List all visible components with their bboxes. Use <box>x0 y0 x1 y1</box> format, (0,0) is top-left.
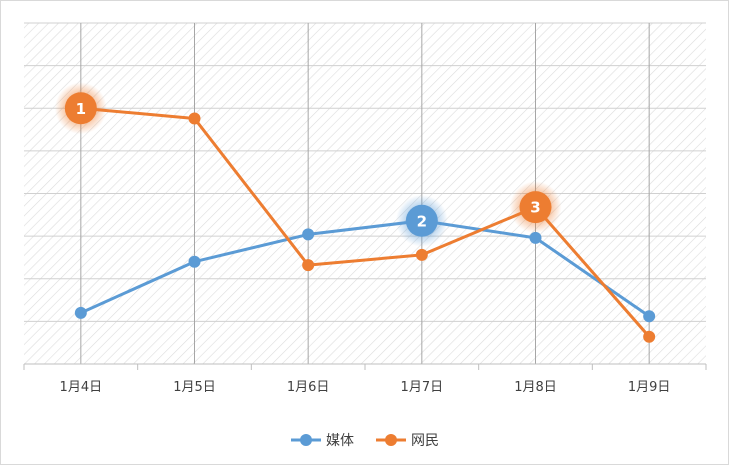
data-point[interactable] <box>302 228 315 241</box>
x-tick-label: 1月5日 <box>173 380 216 395</box>
annotation-badge[interactable] <box>519 191 552 224</box>
data-point[interactable] <box>643 330 656 343</box>
data-point[interactable] <box>188 112 201 125</box>
series-line-2 <box>80 106 651 338</box>
x-tick-label: 1月8日 <box>514 380 557 395</box>
annotation-label: 1 <box>76 100 86 118</box>
legend-label: 媒体 <box>326 433 354 449</box>
data-point[interactable] <box>188 255 201 268</box>
annotation-badge[interactable] <box>405 204 438 237</box>
annotation-label: 2 <box>417 212 427 230</box>
x-tick-label: 1月9日 <box>628 380 671 395</box>
data-point[interactable] <box>415 248 428 261</box>
annotation-badge[interactable] <box>64 92 97 125</box>
annotation-label: 3 <box>530 199 540 217</box>
series-line-1 <box>80 219 651 318</box>
legend-swatch-marker <box>385 434 397 446</box>
legend-swatch-marker <box>300 434 312 446</box>
data-point[interactable] <box>529 231 542 244</box>
x-tick-label: 1月7日 <box>401 380 444 395</box>
x-tick-label: 1月4日 <box>60 380 103 395</box>
legend-label: 网民 <box>411 433 439 449</box>
data-point[interactable] <box>643 310 656 323</box>
x-tick-label: 1月6日 <box>287 380 330 395</box>
data-point[interactable] <box>302 259 315 272</box>
data-point[interactable] <box>74 306 87 319</box>
